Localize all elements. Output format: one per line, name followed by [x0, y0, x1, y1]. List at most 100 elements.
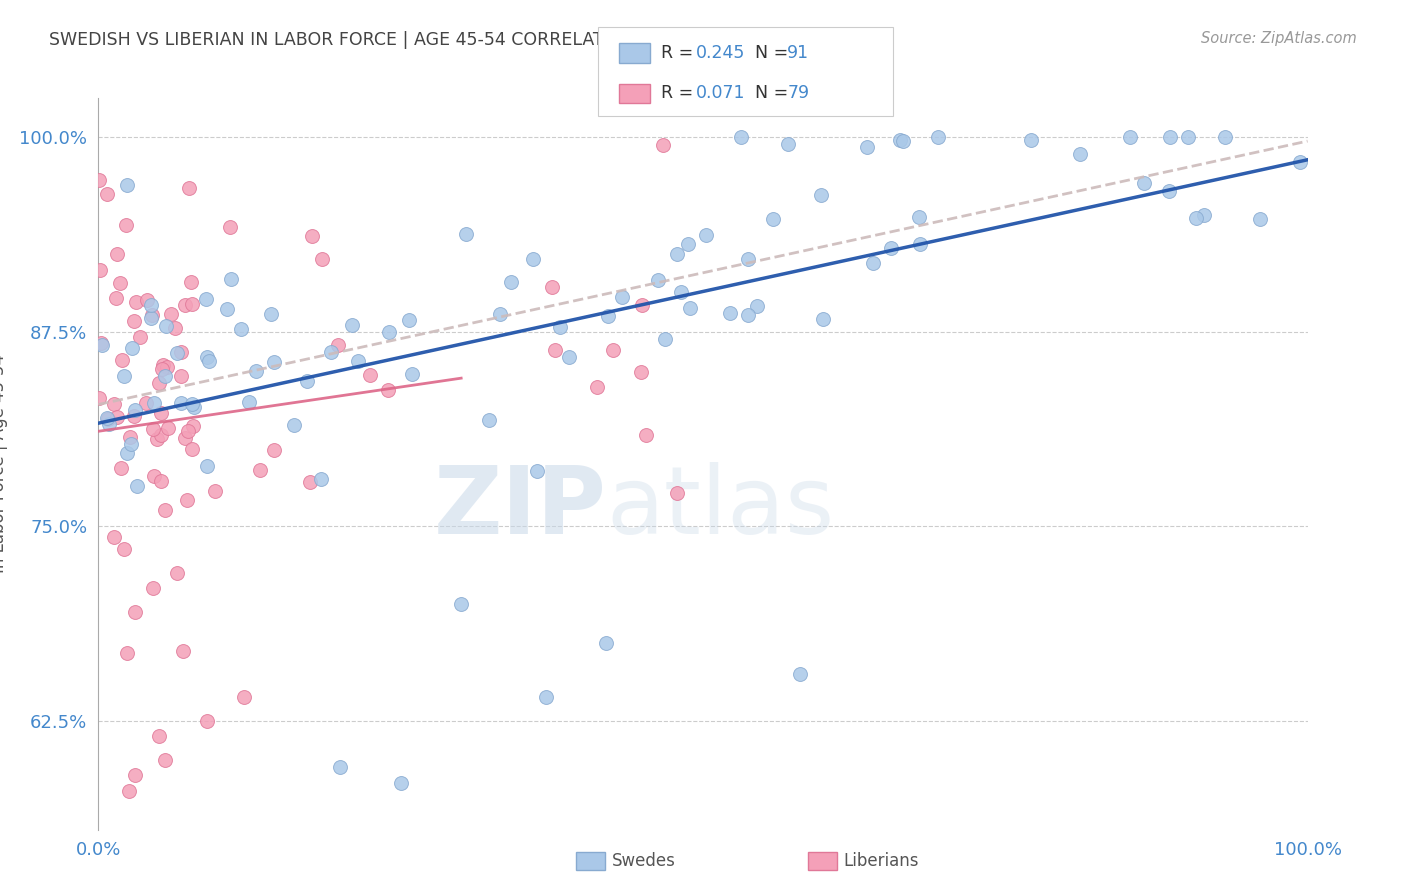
Point [166, 346, 188, 360]
Point [146, 432, 169, 446]
Point [198, 354, 221, 368]
Point [908, 237, 931, 252]
Point [263, 443, 285, 458]
Point [1249, 211, 1271, 226]
Point [90, 336, 112, 351]
Point [173, 431, 195, 445]
Point [89, 262, 111, 277]
Point [135, 395, 157, 409]
Point [340, 318, 363, 332]
Point [104, 291, 127, 305]
Point [889, 133, 911, 147]
Point [121, 341, 143, 355]
Point [180, 397, 202, 411]
Point [309, 472, 332, 486]
Point [558, 351, 581, 365]
Point [651, 137, 673, 152]
Point [401, 367, 423, 381]
Point [103, 397, 125, 411]
Point [142, 422, 165, 436]
Point [194, 292, 217, 306]
Point [730, 130, 752, 145]
Point [166, 566, 188, 580]
Point [489, 306, 512, 320]
Point [159, 307, 181, 321]
Point [174, 298, 197, 312]
Point [541, 280, 564, 294]
Text: SWEDISH VS LIBERIAN IN LABOR FORCE | AGE 45-54 CORRELATION CHART: SWEDISH VS LIBERIAN IN LABOR FORCE | AGE… [49, 31, 700, 49]
Point [501, 275, 523, 289]
Point [1192, 207, 1215, 221]
Point [544, 343, 567, 357]
Text: 0.071: 0.071 [696, 85, 745, 103]
Text: Source: ZipAtlas.com: Source: ZipAtlas.com [1201, 31, 1357, 46]
Point [150, 428, 173, 442]
Point [678, 237, 700, 252]
Point [1069, 147, 1091, 161]
Text: 0.245: 0.245 [696, 45, 745, 62]
Point [179, 181, 201, 195]
Point [114, 218, 136, 232]
Point [718, 306, 741, 320]
Point [810, 188, 832, 202]
Point [153, 369, 176, 384]
Point [180, 275, 202, 289]
Point [115, 178, 138, 193]
Point [602, 343, 624, 357]
Point [110, 461, 132, 475]
Point [148, 729, 170, 743]
Point [115, 446, 138, 460]
Point [105, 410, 128, 425]
Point [181, 296, 204, 310]
Point [891, 134, 914, 148]
Point [1185, 211, 1208, 226]
Point [586, 379, 609, 393]
Point [737, 252, 759, 266]
Point [454, 227, 477, 241]
Point [141, 297, 163, 311]
Point [165, 321, 187, 335]
Point [142, 395, 165, 409]
Point [125, 294, 148, 309]
Point [150, 406, 173, 420]
Point [389, 776, 412, 790]
Point [377, 383, 399, 397]
Point [789, 667, 811, 681]
Point [1019, 133, 1042, 147]
Point [155, 503, 177, 517]
Point [153, 752, 176, 766]
Point [118, 783, 141, 797]
Point [328, 338, 350, 352]
Point [136, 293, 159, 307]
Point [97, 417, 120, 431]
Point [907, 211, 929, 225]
Point [219, 272, 242, 286]
Point [548, 320, 571, 334]
Point [170, 368, 193, 383]
Point [1177, 130, 1199, 145]
Point [630, 365, 652, 379]
Point [301, 228, 323, 243]
Point [522, 252, 544, 266]
Point [862, 256, 884, 270]
Point [654, 333, 676, 347]
Text: Liberians: Liberians [844, 852, 920, 870]
Point [1288, 154, 1310, 169]
Text: atlas: atlas [606, 462, 835, 554]
Point [155, 319, 177, 334]
Point [149, 474, 172, 488]
Point [142, 582, 165, 596]
Y-axis label: In Labor Force | Age 45-54: In Labor Force | Age 45-54 [0, 354, 8, 574]
Point [1159, 130, 1181, 145]
Point [631, 298, 654, 312]
Point [112, 369, 135, 384]
Point [195, 714, 218, 728]
Point [695, 228, 717, 243]
Text: N =: N = [755, 85, 794, 103]
Text: R =: R = [661, 45, 699, 62]
Point [172, 643, 194, 657]
Point [181, 419, 204, 434]
Point [148, 376, 170, 390]
Point [534, 690, 557, 705]
Point [169, 345, 191, 359]
